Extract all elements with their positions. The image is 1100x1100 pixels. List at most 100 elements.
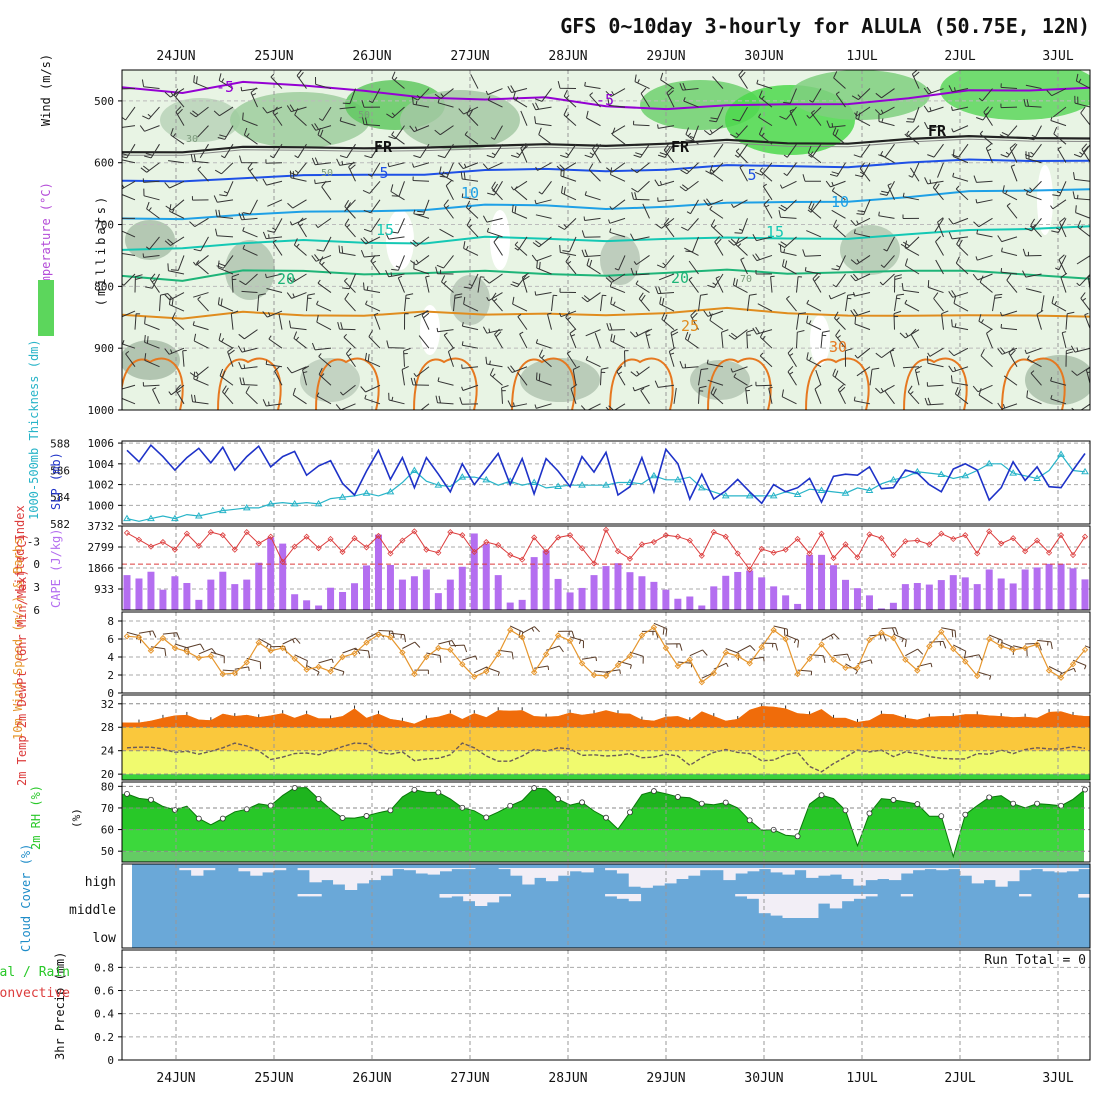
cape-bar	[243, 579, 251, 610]
upper-wind-barb	[730, 366, 748, 373]
cape-bar	[650, 581, 658, 610]
thickness-marker	[578, 481, 586, 488]
upper-wind-barb	[146, 201, 160, 219]
upper-wind-barb	[317, 127, 332, 145]
cloud-high-gap	[534, 868, 547, 878]
cloud-high-gap	[356, 868, 370, 884]
cloud-high-gap	[900, 868, 914, 874]
upper-wind-barb	[460, 171, 479, 182]
wind-speed-marker	[135, 633, 143, 641]
cape-bar	[853, 588, 861, 610]
cloud-high-gap	[1054, 868, 1067, 873]
li-marker	[698, 552, 705, 559]
wind-speed-marker	[854, 664, 861, 672]
cloud-high-gap	[829, 868, 843, 875]
cloud-high-gap	[782, 868, 795, 875]
upper-wind-barb	[191, 394, 209, 405]
wind-speed-marker	[183, 648, 191, 655]
upper-wind-barb	[893, 310, 902, 330]
wind-speed-marker	[351, 650, 358, 657]
isotherm-line	[122, 268, 1090, 282]
rh2m-marker	[794, 833, 801, 840]
upper-wind-barb	[385, 269, 405, 278]
isotherm-line	[122, 80, 1090, 111]
rh2m-grid	[122, 782, 1090, 862]
wind-tick-label: 2	[107, 669, 114, 682]
upper-wind-barb	[437, 377, 454, 386]
wind-tick-label: 6	[107, 633, 114, 646]
upper-wind-barb	[932, 181, 944, 201]
li-marker	[447, 529, 454, 536]
top-date-label: 29JUN	[646, 49, 685, 64]
rh2m-marker	[651, 788, 657, 794]
wind-speed-marker	[985, 635, 993, 643]
li-marker	[998, 540, 1005, 547]
upper-wind-barb	[487, 96, 503, 108]
upper-wind-barb	[122, 84, 136, 90]
upper-wind-barb	[614, 255, 626, 271]
upper-wind-barb	[1075, 73, 1090, 89]
upper-wind-barb	[721, 329, 729, 349]
upper-wind-barb	[164, 180, 185, 189]
wind-speed-marker	[710, 669, 717, 677]
upper-wind-barb	[952, 172, 969, 182]
upper-wind-barb	[853, 229, 871, 238]
upper-wind-barb	[950, 375, 969, 386]
upper-wind-barb	[434, 88, 454, 99]
upper-wind-barb	[214, 162, 234, 175]
cloud-fill	[132, 864, 1090, 948]
wind10m-barb	[893, 633, 907, 647]
temp-frame	[121, 694, 1091, 781]
cloud-high-gap	[747, 868, 760, 872]
upper-wind-barb	[1075, 205, 1090, 219]
freezing-level-shadow	[122, 138, 1090, 156]
cloud-middle-gap	[900, 894, 914, 897]
isotherm-label: 10	[831, 193, 849, 211]
wind10m-barb	[581, 656, 597, 662]
li-marker	[279, 558, 286, 565]
rh2m-marker	[411, 786, 418, 793]
top-date-label: 28JUN	[548, 49, 587, 64]
upper-wind-barb	[286, 366, 307, 374]
upper-wind-barb	[926, 382, 944, 387]
wind-speed-marker	[495, 651, 502, 658]
upper-wind-barb	[557, 218, 577, 230]
upper-wind-barb	[770, 275, 775, 293]
wind-frame	[121, 611, 1091, 694]
wind-speed-marker	[938, 628, 945, 636]
isotherm-line	[122, 134, 1090, 154]
upper-wind-barb	[363, 282, 381, 294]
rh2m-marker	[722, 799, 729, 806]
upper-wind-barb	[681, 218, 699, 231]
upper-wind-barb	[630, 366, 650, 377]
wind-speed-marker	[662, 644, 670, 652]
upper-wind-barb	[1080, 106, 1090, 126]
top-date-label: 24JUN	[156, 49, 195, 64]
bottom-date-label: 3JUL	[1042, 1071, 1073, 1086]
wind-speed-marker	[542, 651, 550, 658]
upper-wind-barb	[850, 255, 871, 265]
thickness-marker	[554, 482, 562, 490]
upper-wind-barb	[144, 353, 160, 368]
upper-wind-barb	[584, 191, 601, 201]
upper-wind-barb	[1059, 217, 1067, 238]
upper-wind-barb	[629, 329, 650, 338]
upper-wind-barb	[217, 125, 234, 140]
upper-y-ticks: 500 600 700 800 900 1000	[88, 95, 122, 417]
temp-band	[122, 774, 1090, 780]
cape-bar	[722, 575, 730, 610]
cape-bar	[518, 599, 526, 610]
bottom-date-label: 1JUL	[846, 1071, 877, 1086]
wind-speed-marker	[566, 637, 574, 645]
upper-wind-barb	[238, 329, 258, 340]
temp-tick-label: 28	[101, 721, 114, 734]
upper-wind-barb	[586, 258, 601, 275]
upper-wind-barb	[274, 365, 283, 386]
wind-speed-marker	[518, 633, 526, 641]
cloud-high-gap	[202, 868, 216, 871]
upper-wind-barb	[1065, 348, 1074, 367]
upper-wind-barb	[443, 332, 454, 349]
upper-wind-barb	[344, 200, 356, 219]
pressure-tick-label: 1000	[88, 404, 115, 417]
upper-wind-barb	[217, 297, 234, 312]
